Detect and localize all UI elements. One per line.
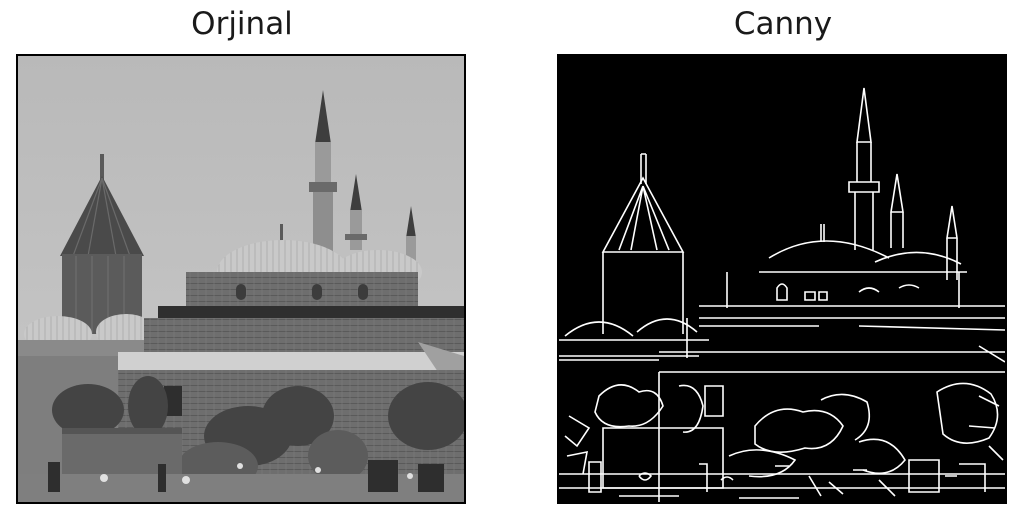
original-image: [16, 54, 466, 504]
canny-title: Canny: [733, 6, 833, 42]
canny-image: [557, 54, 1007, 504]
original-title: Orjinal: [191, 6, 293, 42]
